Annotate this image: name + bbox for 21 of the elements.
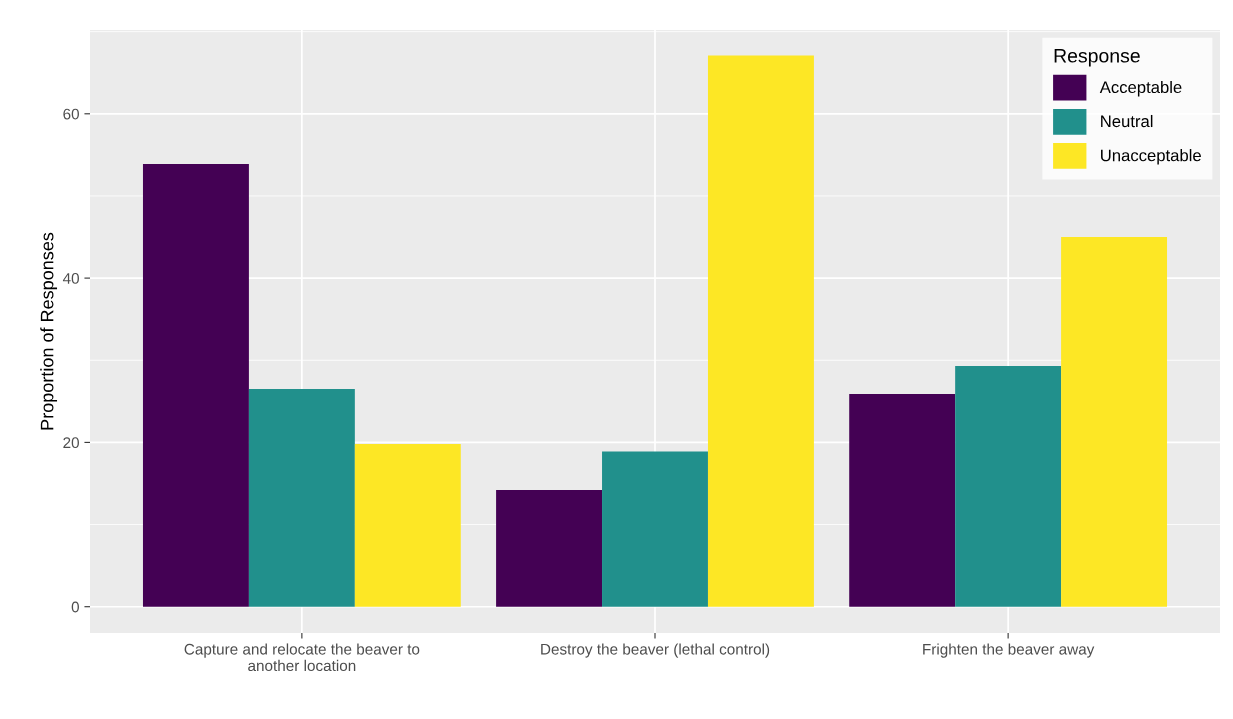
y-tick-label: 0 — [71, 601, 79, 613]
bar — [602, 451, 708, 607]
y-tick-label: 40 — [62, 272, 79, 284]
legend-label: Acceptable — [1099, 80, 1182, 97]
legend-label: Neutral — [1101, 114, 1153, 128]
y-tick-label: 60 — [63, 108, 79, 120]
bar — [496, 490, 603, 607]
bar — [354, 444, 461, 607]
x-tick-label: Capture and relocate the beaver to another location — [184, 643, 420, 672]
y-axis-title: Proportion of Responses — [40, 232, 58, 430]
bar — [248, 389, 355, 607]
x-tick-label: Destroy the beaver (lethal control) — [541, 643, 770, 658]
x-tick-label: Frighten the beaver away — [923, 643, 1095, 658]
legend-title: Response — [1054, 49, 1140, 67]
bar — [142, 163, 249, 607]
bar — [707, 55, 814, 607]
bar — [1061, 237, 1168, 607]
bar — [955, 366, 1062, 607]
y-tick-label: 20 — [63, 437, 79, 449]
bar — [849, 393, 956, 607]
legend-label: Unacceptable — [1101, 149, 1201, 165]
